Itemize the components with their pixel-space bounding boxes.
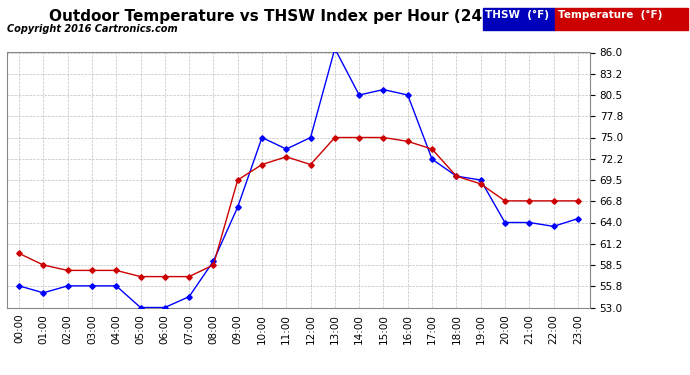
Text: Outdoor Temperature vs THSW Index per Hour (24 Hours)  20160915: Outdoor Temperature vs THSW Index per Ho… — [50, 9, 640, 24]
Text: Copyright 2016 Cartronics.com: Copyright 2016 Cartronics.com — [7, 24, 177, 34]
Text: THSW  (°F): THSW (°F) — [485, 10, 549, 20]
Text: Temperature  (°F): Temperature (°F) — [558, 10, 662, 20]
